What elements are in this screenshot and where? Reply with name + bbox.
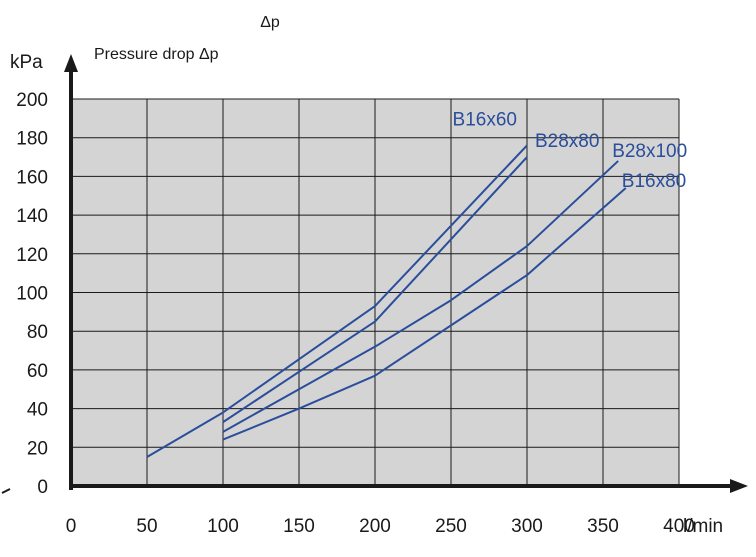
x-tick-label: 150 [283, 516, 315, 537]
corner-tick-mark [1, 488, 11, 494]
series-label: B16x80 [622, 171, 686, 192]
x-tick-label: 50 [136, 516, 157, 537]
y-tick-label: 40 [27, 400, 48, 421]
y-tick-label: 0 [37, 477, 48, 498]
axes [1, 54, 748, 494]
series-labels: B16x60 B28x80 B28x100 B16x80 [453, 109, 688, 192]
x-tick-label: 300 [511, 516, 543, 537]
series-label: B16x60 [453, 109, 517, 130]
y-tick-label: 20 [27, 438, 48, 459]
x-tick-label: 0 [66, 516, 77, 537]
series-line [222, 187, 627, 441]
grid [71, 98, 680, 486]
x-axis-unit: l/min [683, 516, 723, 537]
series-label: B28x80 [535, 131, 599, 152]
chart-title: Δp [260, 14, 280, 31]
y-axis-title: Pressure drop Δp [94, 46, 219, 63]
x-axis-arrow [730, 479, 748, 493]
y-axis-arrow [64, 54, 78, 72]
x-tick-label: 350 [587, 516, 619, 537]
series-line [222, 156, 528, 423]
y-tick-label: 120 [16, 245, 48, 266]
x-tick-label: 200 [359, 516, 391, 537]
x-tick-label: 250 [435, 516, 467, 537]
y-tick-label: 80 [27, 322, 48, 343]
y-tick-label: 60 [27, 361, 48, 382]
y-axis-unit: kPa [10, 52, 43, 73]
series-label: B28x100 [612, 141, 687, 162]
tick-labels: 0 50 100 150 200 250 300 350 400 0 20 40 60 80 100 120 1… [16, 90, 695, 537]
y-tick-label: 200 [16, 90, 48, 111]
y-tick-label: 160 [16, 167, 48, 188]
y-tick-label: 180 [16, 129, 48, 150]
y-tick-label: 140 [16, 206, 48, 227]
x-tick-label: 400 [663, 516, 695, 537]
y-tick-label: 100 [16, 284, 48, 305]
series-line [222, 160, 619, 433]
series-line [146, 144, 528, 458]
x-tick-label: 100 [207, 516, 239, 537]
chart-labels: Δp Pressure drop Δp kPa l/min [10, 14, 723, 537]
series-lines [146, 144, 627, 458]
